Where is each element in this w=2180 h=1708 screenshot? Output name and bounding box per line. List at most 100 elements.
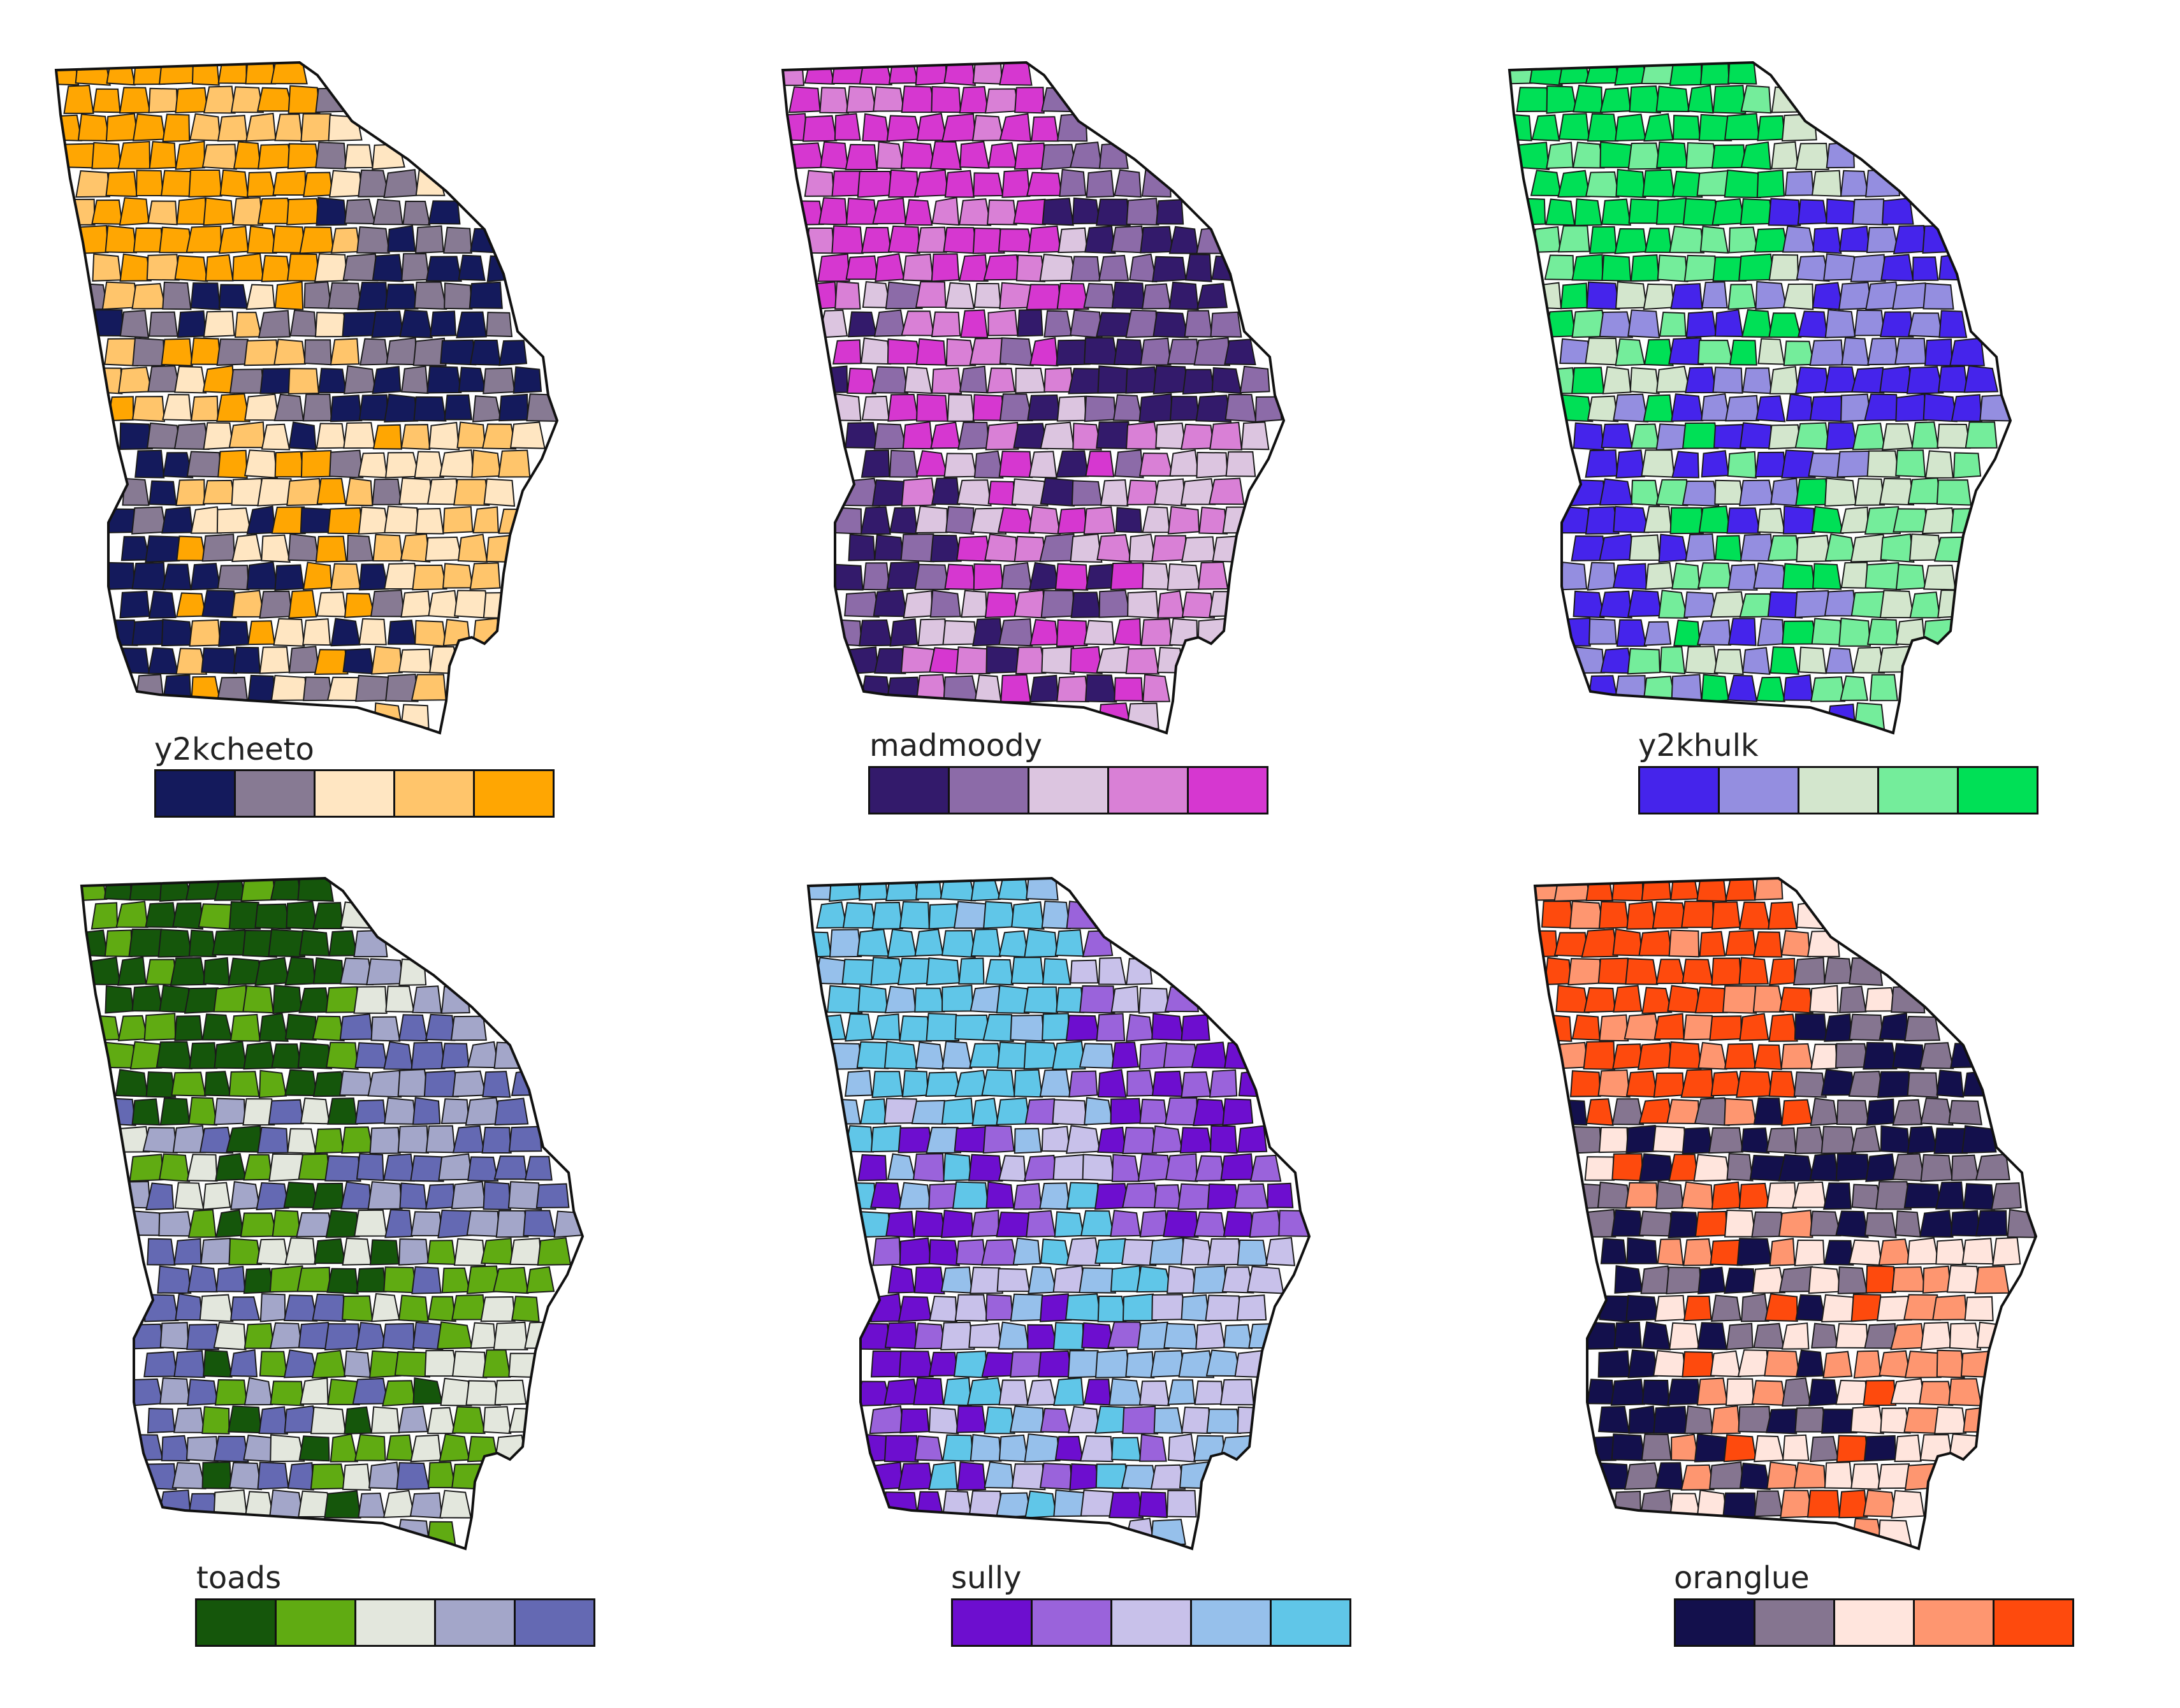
county-region <box>1652 1125 1687 1153</box>
county-region <box>1684 1405 1714 1435</box>
county-region <box>1851 366 1885 394</box>
county-region <box>1138 1491 1168 1518</box>
county-region <box>1742 647 1771 675</box>
county-region <box>145 535 180 563</box>
legend-swatch <box>1112 1600 1190 1645</box>
county-region <box>1069 141 1103 170</box>
county-region <box>1740 198 1774 226</box>
county-region <box>961 590 988 618</box>
legend-swatch <box>156 771 234 816</box>
county-region <box>1781 1322 1810 1350</box>
county-region <box>1611 878 1644 902</box>
county-region <box>328 930 358 957</box>
county-region <box>1863 1435 1897 1462</box>
county-region <box>257 477 293 507</box>
county-region <box>875 253 905 282</box>
county-region <box>1001 561 1033 590</box>
county-region <box>149 480 177 506</box>
county-region <box>439 1489 472 1519</box>
county-region <box>1714 479 1745 505</box>
county-region <box>1961 1125 1997 1154</box>
county-region <box>944 563 977 590</box>
county-region <box>1687 85 1714 114</box>
county-region <box>1669 62 1703 86</box>
county-region <box>1782 505 1815 535</box>
county-region <box>1516 87 1550 112</box>
county-region <box>1685 366 1717 394</box>
county-region <box>885 281 923 310</box>
county-region <box>1974 1265 2010 1294</box>
county-region <box>132 337 166 366</box>
county-region <box>1698 113 1733 141</box>
county-region <box>1894 338 1927 365</box>
county-region <box>982 1013 1014 1042</box>
county-region <box>928 1239 961 1266</box>
county-region <box>472 506 499 533</box>
county-region <box>1879 590 1915 619</box>
county-region <box>243 339 280 366</box>
county-region <box>230 86 265 113</box>
county-region <box>1920 1097 1954 1126</box>
county-region <box>1729 339 1757 366</box>
county-region <box>358 563 389 591</box>
county-region <box>131 561 166 591</box>
county-region <box>1573 84 1603 113</box>
county-region <box>82 929 108 957</box>
county-region <box>1111 1041 1140 1069</box>
county-region <box>188 1097 218 1126</box>
county-region <box>1875 1181 1912 1210</box>
county-region <box>1768 1013 1798 1042</box>
county-region <box>342 312 377 338</box>
county-region <box>483 1406 512 1435</box>
county-region <box>175 1292 203 1321</box>
county-region <box>1614 1265 1643 1294</box>
county-region <box>1810 1097 1838 1126</box>
county-region <box>1097 1295 1127 1322</box>
county-region <box>316 591 347 618</box>
county-region <box>998 1434 1029 1463</box>
county-region <box>354 1433 386 1461</box>
county-region <box>1826 422 1858 451</box>
county-region <box>903 590 933 619</box>
county-region <box>1040 1407 1072 1433</box>
county-region <box>1225 451 1256 477</box>
county-region <box>438 1153 474 1181</box>
county-region <box>898 1350 934 1378</box>
county-region <box>1558 113 1590 141</box>
county-region <box>1014 1069 1043 1098</box>
county-region <box>1530 170 1562 196</box>
legend-swatch <box>1192 1600 1270 1645</box>
county-region <box>256 1238 289 1266</box>
county-region <box>1108 1378 1143 1406</box>
county-region <box>1795 1294 1826 1322</box>
county-region <box>974 674 1002 703</box>
county-region <box>457 533 488 563</box>
county-region <box>1098 957 1127 985</box>
county-region <box>1935 1238 1967 1266</box>
county-region <box>1182 368 1216 395</box>
county-region <box>384 284 419 310</box>
county-region <box>1921 507 1957 535</box>
county-region <box>213 1435 249 1463</box>
legend-swatch <box>516 1600 593 1645</box>
county-region <box>345 477 374 507</box>
county-region <box>1753 1322 1785 1349</box>
county-region <box>959 141 990 169</box>
county-region <box>186 1154 218 1182</box>
county-region <box>469 281 503 309</box>
county-region <box>1809 1153 1840 1182</box>
county-region <box>1890 1322 1926 1350</box>
county-region <box>185 1436 219 1462</box>
county-region <box>1601 198 1632 226</box>
county-region <box>1739 593 1772 618</box>
county-region <box>998 1379 1029 1406</box>
county-region <box>1079 985 1115 1014</box>
county-region <box>872 198 907 224</box>
county-region <box>1836 1099 1870 1125</box>
county-region <box>326 1041 359 1070</box>
county-region <box>1738 901 1771 930</box>
county-region <box>1612 1490 1642 1519</box>
county-region <box>1084 225 1116 254</box>
county-region <box>973 282 1002 308</box>
county-region <box>161 506 194 534</box>
